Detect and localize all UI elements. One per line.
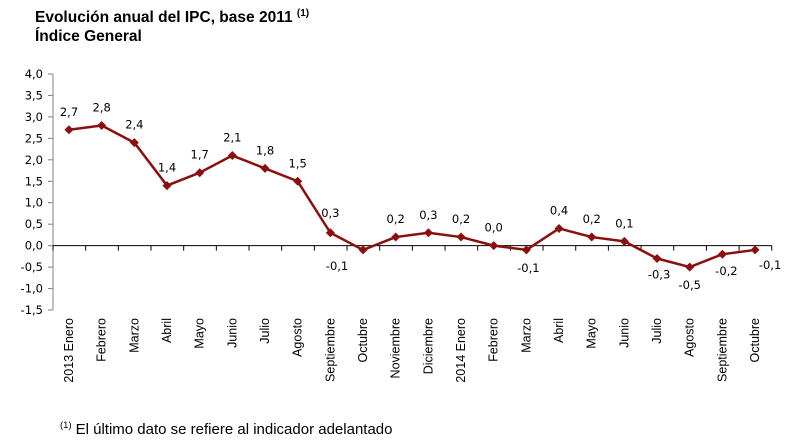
data-label: 2,8 bbox=[93, 100, 111, 114]
data-label: -0,2 bbox=[715, 264, 737, 278]
data-label: -0,1 bbox=[326, 259, 348, 273]
x-category-label: Junio bbox=[225, 318, 239, 348]
data-label: 0,2 bbox=[583, 212, 601, 226]
y-tick-label: -1,0 bbox=[21, 282, 43, 296]
data-label: 0,0 bbox=[485, 221, 503, 235]
data-label: 0,3 bbox=[321, 206, 339, 220]
data-label: 1,5 bbox=[289, 156, 307, 170]
y-tick-label: 3,5 bbox=[25, 88, 43, 102]
y-tick-label: 1,0 bbox=[25, 196, 43, 210]
x-category-label: Octubre bbox=[356, 318, 370, 363]
x-category-label: Marzo bbox=[127, 318, 141, 353]
data-point-marker bbox=[489, 241, 499, 251]
x-category-label: Abril bbox=[552, 318, 566, 343]
x-category-label: Septiembre bbox=[715, 318, 729, 382]
data-label: -0,3 bbox=[648, 268, 670, 282]
chart-title: Evolución anual del IPC, base 2011 (1) Í… bbox=[35, 4, 309, 46]
data-point-marker bbox=[391, 232, 401, 242]
data-point-marker bbox=[717, 249, 727, 259]
x-category-label: Abril bbox=[160, 318, 174, 343]
x-category-label: Agosto bbox=[291, 318, 305, 357]
data-point-marker bbox=[358, 245, 368, 255]
y-tick-label: -0,5 bbox=[21, 260, 43, 274]
data-point-marker bbox=[97, 120, 107, 130]
footnote: (1) El último dato se refiere al indicado… bbox=[60, 420, 393, 438]
line-chart: 4,0 3,5 3,0 2,5 2,0 1,5 1,0 0,5 0,0 -0,5 -1,0 -1,5 2… bbox=[21, 67, 782, 383]
x-category-label: Mayo bbox=[585, 318, 599, 349]
data-point-marker bbox=[652, 254, 662, 264]
data-label: 1,4 bbox=[158, 161, 176, 175]
data-label: 0,2 bbox=[387, 212, 405, 226]
data-point-marker bbox=[260, 163, 270, 173]
x-category-label: Julio bbox=[650, 318, 664, 344]
data-point-marker bbox=[619, 236, 629, 246]
x-category-label: Febrero bbox=[95, 318, 109, 362]
data-point-marker bbox=[587, 232, 597, 242]
data-point-marker bbox=[521, 245, 531, 255]
x-category-label: Septiembre bbox=[323, 318, 337, 382]
x-category-label: Octubre bbox=[748, 318, 762, 363]
data-label: 2,4 bbox=[125, 118, 143, 132]
x-category-label: Noviembre bbox=[389, 318, 403, 378]
y-tick-label: 1,5 bbox=[25, 174, 43, 188]
data-point-marker bbox=[129, 138, 139, 148]
x-category-label: Agosto bbox=[683, 318, 697, 357]
y-tick-label: -1,5 bbox=[21, 303, 43, 317]
y-tick-label: 3,0 bbox=[25, 110, 43, 124]
y-tick-label: 0,0 bbox=[25, 239, 43, 253]
data-point-marker bbox=[64, 125, 74, 135]
x-category-label: Julio bbox=[258, 318, 272, 344]
y-tick-label: 0,5 bbox=[25, 217, 43, 231]
data-label: 0,1 bbox=[615, 216, 633, 230]
x-category-label: Febrero bbox=[487, 318, 501, 362]
title-superscript: (1) bbox=[296, 8, 310, 19]
data-point-marker bbox=[293, 176, 303, 186]
y-tick-label: 2,5 bbox=[25, 131, 43, 145]
x-category-label: Marzo bbox=[519, 318, 533, 353]
series-line bbox=[68, 124, 756, 269]
data-label: -0,5 bbox=[679, 278, 701, 292]
data-label: 0,3 bbox=[419, 208, 437, 222]
data-label: 0,2 bbox=[452, 212, 470, 226]
footnote-text: El último dato se refiere al indicador a… bbox=[75, 421, 393, 438]
data-point-marker bbox=[554, 223, 564, 233]
data-point-marker bbox=[750, 245, 760, 255]
x-category-label: Diciembre bbox=[421, 318, 435, 374]
x-category-label: Mayo bbox=[193, 318, 207, 349]
data-label: -0,1 bbox=[759, 258, 781, 272]
data-label: 2,1 bbox=[223, 131, 241, 145]
data-point-marker bbox=[685, 262, 695, 272]
x-category-label: 2014 Enero bbox=[454, 318, 468, 383]
data-label: 1,7 bbox=[191, 148, 209, 162]
data-label: 1,8 bbox=[256, 143, 274, 157]
data-point-marker bbox=[456, 232, 466, 242]
y-tick-label: 4,0 bbox=[25, 67, 43, 81]
data-point-marker bbox=[325, 228, 335, 238]
x-category-label: 2013 Enero bbox=[62, 318, 76, 383]
title-line-2: Índice General bbox=[35, 28, 142, 45]
data-label: 0,4 bbox=[550, 203, 568, 217]
data-point-marker bbox=[162, 181, 172, 191]
data-point-marker bbox=[195, 168, 205, 178]
y-tick-label: 2,0 bbox=[25, 153, 43, 167]
data-point-marker bbox=[423, 228, 433, 238]
title-line-1: Evolución anual del IPC, base 2011 bbox=[35, 9, 293, 26]
data-point-marker bbox=[227, 151, 237, 161]
x-category-label: Junio bbox=[617, 318, 631, 348]
footnote-marker: (1) bbox=[60, 420, 72, 431]
data-label: 2,7 bbox=[60, 105, 78, 119]
data-label: -0,1 bbox=[517, 261, 539, 275]
